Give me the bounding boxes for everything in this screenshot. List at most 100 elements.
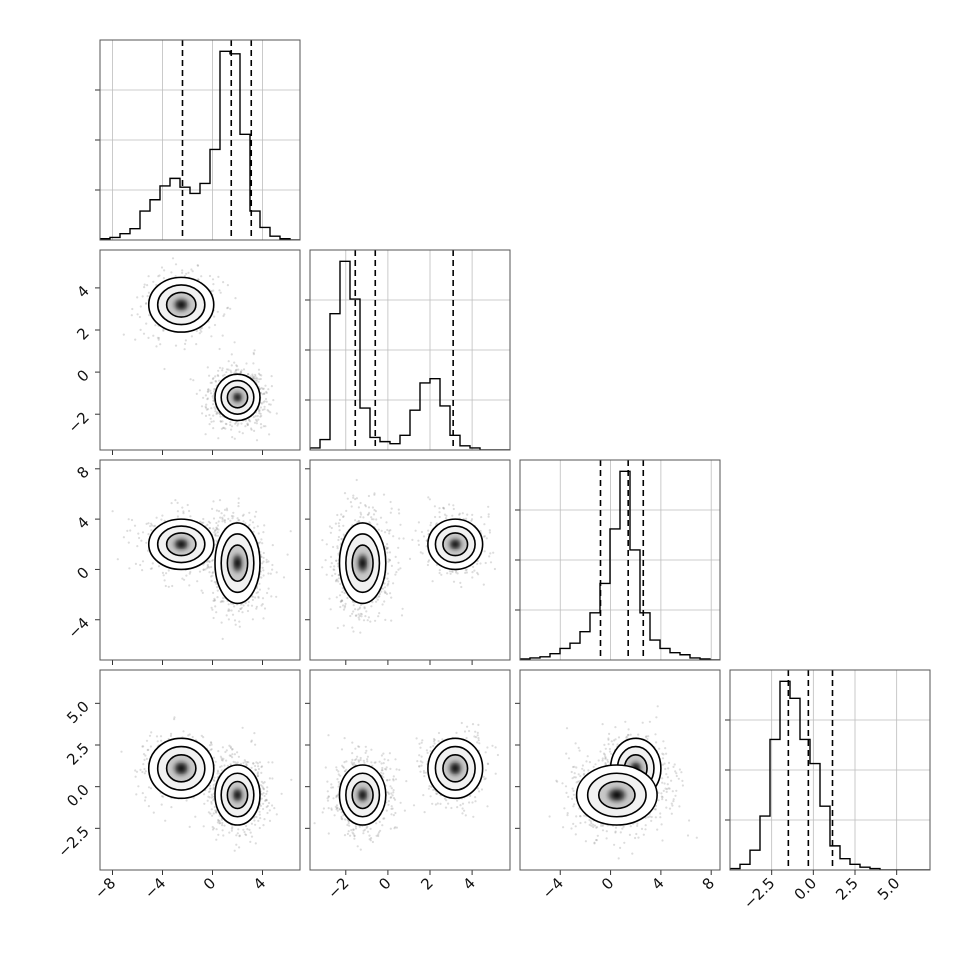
sample-point xyxy=(134,769,137,772)
sample-point xyxy=(215,411,219,414)
sample-point xyxy=(217,437,220,440)
sample-point xyxy=(261,542,264,545)
sample-point xyxy=(138,315,141,319)
sample-point xyxy=(219,291,222,294)
sample-point xyxy=(352,630,355,633)
sample-point xyxy=(231,756,234,759)
sample-point xyxy=(205,408,208,411)
sample-point xyxy=(344,604,347,608)
sample-point xyxy=(208,527,212,530)
sample-point xyxy=(194,815,197,818)
sample-point xyxy=(335,807,339,810)
sample-point xyxy=(207,520,210,523)
sample-point xyxy=(261,393,264,396)
sample-point xyxy=(195,343,198,346)
sample-point xyxy=(359,756,362,760)
sample-point xyxy=(398,512,401,515)
sample-point xyxy=(371,506,374,509)
sample-point xyxy=(191,735,194,739)
sample-point xyxy=(394,758,397,761)
sample-point xyxy=(214,532,217,535)
sample-point xyxy=(215,527,218,530)
sample-point xyxy=(155,516,158,519)
sample-point xyxy=(240,606,243,609)
sample-point xyxy=(384,531,387,534)
sample-point xyxy=(246,422,249,425)
sample-point xyxy=(258,582,261,585)
sample-point xyxy=(200,589,203,592)
sample-point xyxy=(251,595,255,598)
sample-point xyxy=(280,792,283,795)
sample-point xyxy=(364,504,367,507)
sample-point xyxy=(360,513,363,516)
sample-point xyxy=(165,572,168,575)
sample-point xyxy=(159,735,163,738)
sample-point xyxy=(438,507,441,510)
sample-point xyxy=(237,828,240,831)
sample-point xyxy=(384,545,387,548)
sample-point xyxy=(260,780,263,783)
sample-point xyxy=(342,524,345,527)
sample-point xyxy=(201,412,204,415)
sample-point xyxy=(251,375,254,378)
density-peak xyxy=(177,765,185,772)
sample-point xyxy=(254,764,257,768)
sample-point xyxy=(411,538,414,542)
sample-point xyxy=(340,537,343,540)
sample-point xyxy=(262,556,265,559)
sample-point xyxy=(209,784,212,787)
sample-point xyxy=(246,423,249,427)
sample-point xyxy=(139,563,142,567)
sample-point xyxy=(157,338,160,341)
sample-point xyxy=(368,838,371,841)
sample-point xyxy=(245,763,248,766)
sample-point xyxy=(210,796,213,799)
sample-point xyxy=(145,757,148,761)
sample-point xyxy=(264,799,267,802)
sample-point xyxy=(326,780,329,783)
sample-point xyxy=(473,569,476,572)
sample-point xyxy=(355,497,358,500)
sample-point xyxy=(252,377,255,380)
sample-point xyxy=(147,291,150,294)
sample-point xyxy=(375,518,378,521)
sample-point xyxy=(356,845,359,848)
sample-point xyxy=(325,573,328,576)
sample-point xyxy=(418,742,421,745)
sample-point xyxy=(226,306,230,309)
sample-point xyxy=(436,802,439,805)
sample-point xyxy=(221,374,225,377)
sample-point xyxy=(245,824,248,828)
sample-point xyxy=(215,838,218,841)
sample-point xyxy=(213,776,216,779)
sample-point xyxy=(252,362,255,365)
sample-point xyxy=(264,425,267,428)
sample-point xyxy=(238,620,241,623)
sample-point xyxy=(160,739,163,742)
sample-point xyxy=(214,375,217,378)
sample-point xyxy=(488,555,491,558)
sample-point xyxy=(200,275,203,278)
sample-point xyxy=(141,569,144,572)
sample-point xyxy=(122,536,125,539)
sample-point xyxy=(188,509,191,513)
sample-point xyxy=(159,343,162,346)
sample-point xyxy=(213,599,216,602)
sample-point xyxy=(157,565,161,568)
sample-point xyxy=(262,560,265,563)
sample-point xyxy=(225,423,228,426)
sample-point xyxy=(213,597,216,600)
sample-point xyxy=(210,407,213,410)
sample-point xyxy=(252,377,255,380)
sample-point xyxy=(374,761,377,764)
sample-point xyxy=(216,586,219,589)
sample-point xyxy=(260,604,263,607)
sample-point xyxy=(262,617,265,620)
sample-point xyxy=(228,744,231,747)
sample-point xyxy=(144,796,147,799)
sample-point xyxy=(261,597,265,600)
sample-point xyxy=(329,608,332,611)
sample-point xyxy=(431,580,434,583)
sample-point xyxy=(214,410,217,413)
sample-point xyxy=(482,583,485,586)
